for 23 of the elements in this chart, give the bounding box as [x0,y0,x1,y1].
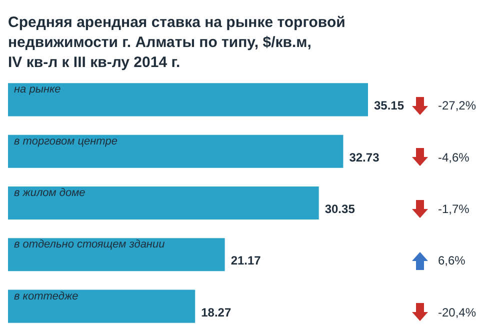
data-label: 32.73 [349,150,380,164]
y-tick-label: в торговом центре [14,135,118,148]
bar [8,238,225,272]
text: -4,6% [438,150,470,164]
text: -27,2% [438,98,476,113]
data-label: 18.27 [201,305,232,320]
text: Средняя арендная ставка на рынке торговой [8,14,346,31]
bar [8,186,319,220]
y-tick-label: на рынке [14,84,61,96]
bar [8,83,368,116]
y-tick-label: в коттедже [14,290,78,302]
bar [8,134,344,168]
y-tick-label: в жилом доме [14,187,86,199]
bar [8,290,196,323]
text: -1,7% [438,202,470,216]
y-tick-label: в отдельно стоящем здании [14,238,165,251]
data-label: 35.15 [374,98,404,113]
data-label: 21.17 [230,254,262,268]
text: IV кв-л к III кв-лу 2014 г. [8,54,180,71]
text: -20,4% [438,305,476,320]
text: 6,6% [438,254,466,268]
text: недвижимости г. Алматы по типу, $/кв.м, [8,34,312,51]
data-label: 30.35 [324,202,356,216]
